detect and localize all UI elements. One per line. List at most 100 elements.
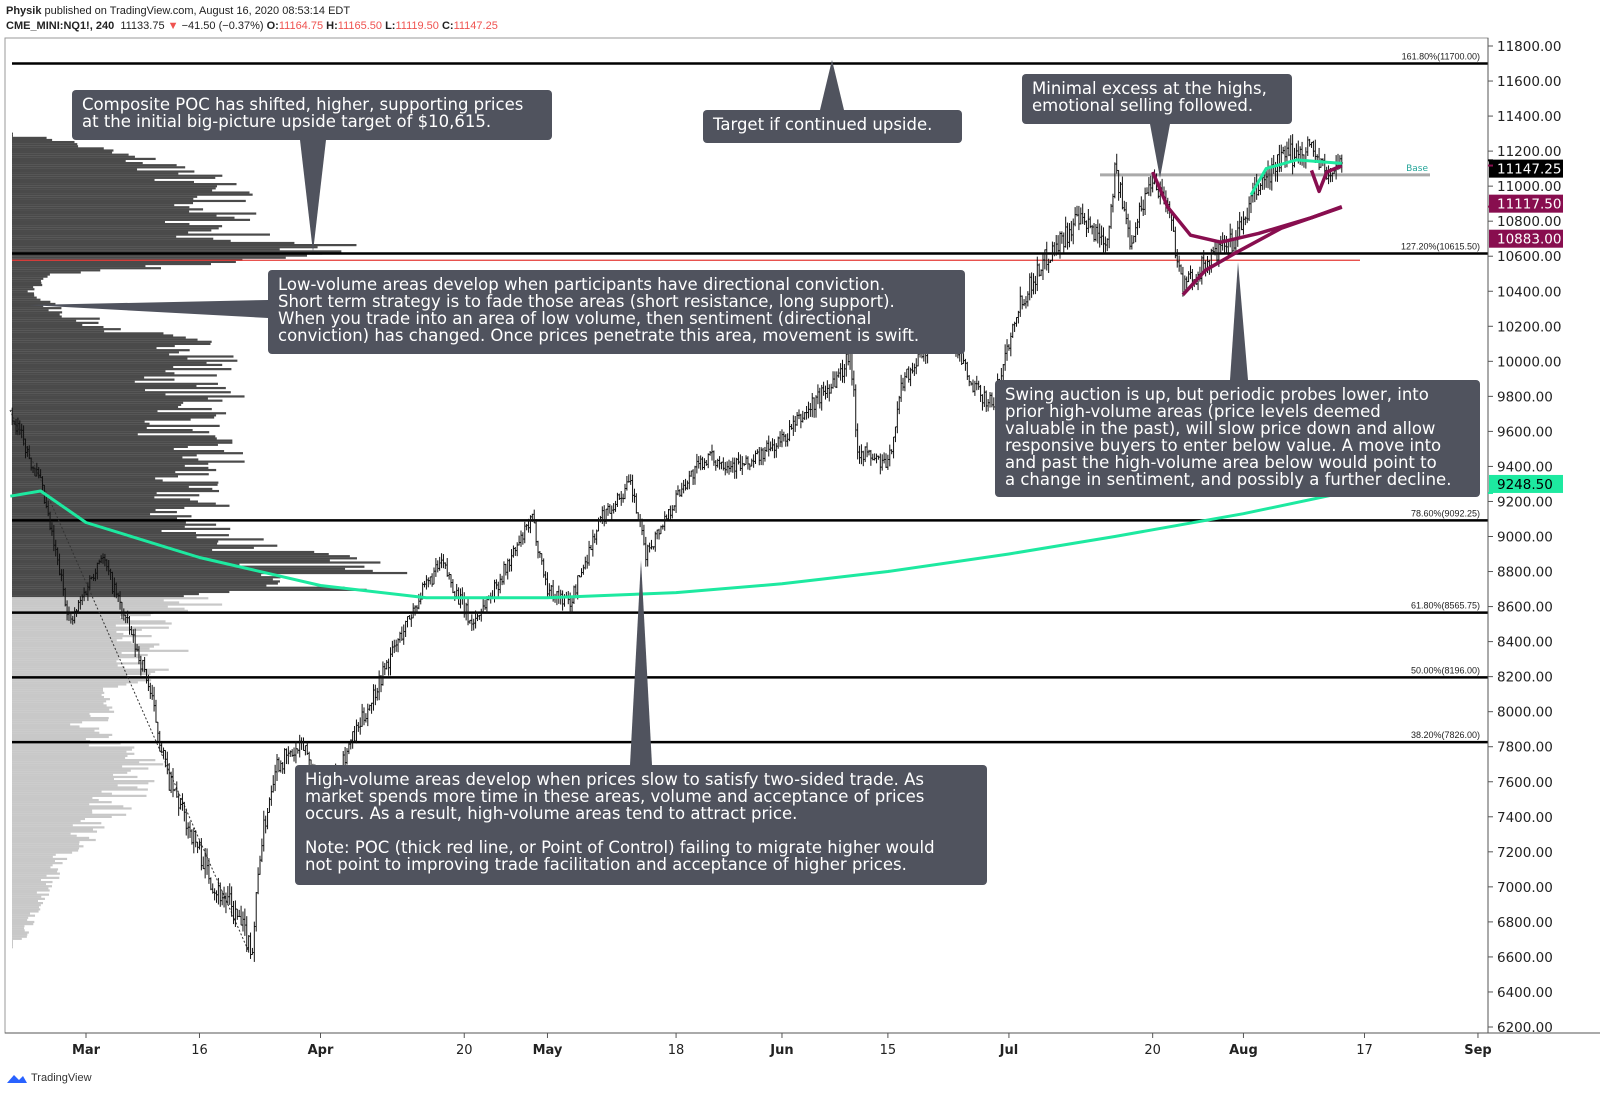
- volume-profile-bar: [12, 304, 44, 308]
- volume-profile-bar: [12, 698, 110, 701]
- volume-profile-bar: [12, 269, 101, 272]
- volume-profile-bar: [12, 929, 25, 932]
- volume-profile-bar: [12, 687, 104, 690]
- volume-profile-bar: [12, 668, 169, 671]
- volume-profile-bar: [12, 714, 91, 718]
- volume-profile-bar: [12, 843, 80, 846]
- volume-profile-bar: [12, 288, 35, 291]
- volume-profile-bar: [12, 424, 220, 427]
- volume-profile-bar: [12, 153, 129, 156]
- volume-profile-bar: [12, 155, 135, 158]
- close-value: 11147.25: [453, 20, 498, 32]
- volume-profile-bar: [12, 880, 53, 884]
- volume-profile-bar: [12, 399, 223, 402]
- last-price: 11133.75: [120, 20, 165, 32]
- volume-profile-bar: [12, 876, 60, 879]
- volume-profile-bar: [12, 719, 109, 722]
- vwap-short-line: [1309, 163, 1343, 194]
- volume-profile-bar: [12, 403, 182, 406]
- price-tick-label: 9400.00: [1497, 459, 1553, 475]
- annotation-pointer: [1150, 124, 1170, 178]
- volume-profile-bar: [12, 475, 179, 478]
- volume-profile-bar: [12, 620, 166, 623]
- volume-profile-bar: [12, 712, 90, 715]
- price-tick-label: 6200.00: [1497, 1020, 1553, 1036]
- volume-profile-bar: [12, 931, 29, 934]
- volume-profile-bar: [12, 164, 177, 167]
- volume-profile-bar: [12, 780, 155, 783]
- volume-profile-bar: [12, 578, 273, 581]
- volume-profile-bar: [12, 389, 146, 392]
- volume-profile-bar: [12, 355, 234, 358]
- volume-profile-bar: [12, 134, 13, 137]
- volume-profile-bar: [12, 935, 27, 938]
- volume-profile-bar: [12, 212, 257, 215]
- volume-profile-bar: [12, 510, 177, 514]
- annotation-pointer: [28, 300, 268, 318]
- volume-profile-bar: [12, 361, 207, 364]
- volume-profile-bar: [12, 292, 35, 295]
- volume-profile-bar: [12, 765, 123, 768]
- volume-profile-bar: [12, 145, 79, 148]
- volume-profile-bar: [12, 290, 28, 293]
- volume-profile-bar: [12, 683, 127, 686]
- time-axis[interactable]: Mar 16 Apr 20 May 18 Jun 15 Jul 20 Aug 17 Sep: [72, 1033, 1492, 1058]
- volume-profile-bar: [12, 838, 96, 842]
- volume-profile-bar: [12, 708, 110, 711]
- volume-profile-bar: [12, 485, 189, 488]
- volume-profile-bar: [12, 468, 217, 472]
- author[interactable]: Physik: [6, 5, 42, 17]
- tradingview-footer[interactable]: TradingView: [6, 1072, 92, 1084]
- volume-profile-bar: [12, 307, 62, 310]
- volume-profile-bar: [12, 412, 227, 415]
- volume-profile-bar: [12, 918, 28, 921]
- volume-profile-bar: [12, 159, 126, 163]
- volume-profile-bar: [12, 523, 217, 526]
- volume-profile-bar: [12, 769, 131, 772]
- annotation-pointer: [820, 60, 844, 110]
- price-tick-label: 11200.00: [1497, 144, 1561, 160]
- volume-profile-bar: [12, 227, 219, 230]
- price-label-text: 10883.00: [1497, 232, 1561, 248]
- volume-profile-bar: [12, 656, 142, 659]
- volume-profile-bar: [12, 859, 55, 863]
- volume-profile-bar: [12, 531, 196, 535]
- symbol[interactable]: CME_MINI:NQ1!, 240: [6, 20, 115, 32]
- volume-profile-bar: [12, 895, 42, 898]
- chart-header: Physik published on TradingView.com, Aug…: [6, 4, 498, 34]
- volume-profile-bar: [12, 437, 217, 440]
- volume-profile-bar: [12, 941, 13, 945]
- volume-profile-bar: [12, 761, 140, 764]
- volume-profile-bar: [12, 767, 149, 770]
- price-axis[interactable]: 11800.00 11600.00 11400.00 11200.00 11000.00…: [1488, 39, 1561, 1036]
- volume-profile-bar: [12, 185, 218, 188]
- volume-profile-bar: [12, 847, 80, 850]
- volume-profile-bar: [12, 815, 112, 818]
- volume-profile-bar: [12, 725, 80, 728]
- volume-profile-bar: [12, 250, 342, 253]
- volume-profile-bar: [12, 166, 186, 169]
- volume-profile-bar: [12, 395, 245, 398]
- volume-profile-bar: [12, 937, 22, 940]
- volume-profile-bar: [12, 504, 230, 507]
- price-tick-label: 9800.00: [1497, 389, 1553, 405]
- volume-profile-bar: [12, 382, 218, 385]
- volume-profile-bar: [12, 689, 103, 692]
- volume-profile-bar: [12, 565, 365, 568]
- published-info: published on TradingView.com, August 16,…: [44, 5, 351, 17]
- volume-profile-bar: [12, 912, 31, 915]
- moving-average-line: [10, 489, 1343, 600]
- volume-profile-bar: [12, 380, 135, 383]
- price-tick-label: 10400.00: [1497, 284, 1561, 300]
- volume-profile-bar: [12, 817, 86, 821]
- volume-profile-bar: [12, 405, 179, 409]
- volume-profile-bar: [12, 231, 189, 234]
- volume-profile-bar: [12, 874, 47, 877]
- volume-profile-bar: [12, 727, 100, 730]
- time-tick-label: May: [533, 1043, 563, 1058]
- volume-profile-bar: [12, 933, 28, 936]
- volume-profile-bar: [12, 887, 49, 890]
- volume-profile-bar: [12, 157, 156, 161]
- fib-level-label: 38.20%(7826.00): [1411, 730, 1480, 740]
